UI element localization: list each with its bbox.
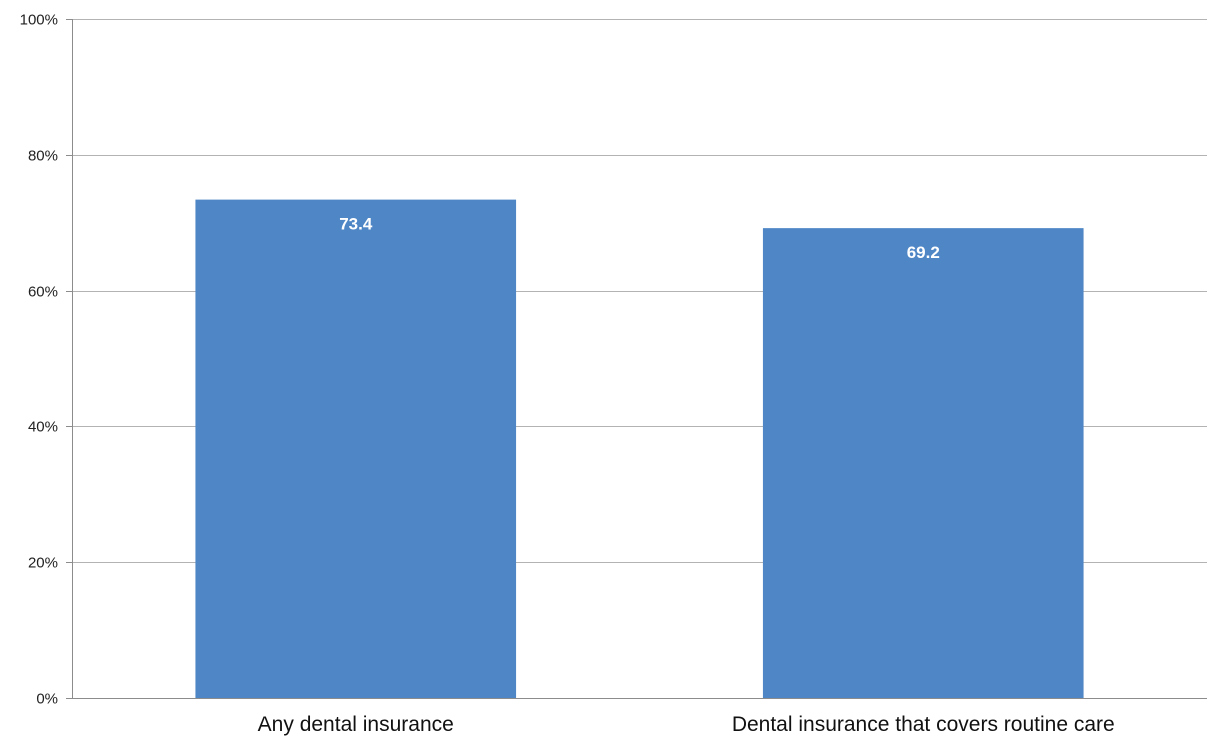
axes [66, 19, 1207, 699]
bars [195, 199, 1084, 698]
y-tick-labels: 0% 20% 40% 60% 80% 100% [20, 12, 58, 708]
x-category-labels: Any dental insurance Dental insurance tha… [258, 713, 1115, 736]
bar [195, 199, 517, 698]
y-tick-label: 0% [36, 691, 58, 708]
y-tick-label: 40% [28, 419, 58, 436]
data-label: 69.2 [907, 243, 940, 262]
data-label: 73.4 [339, 215, 373, 234]
data-labels: 73.4 69.2 [339, 215, 940, 263]
x-category-label: Dental insurance that covers routine car… [732, 713, 1115, 736]
y-tick-label: 60% [28, 284, 58, 301]
y-tick-label: 100% [20, 12, 58, 29]
y-tick-label: 20% [28, 555, 58, 572]
y-tick-label: 80% [28, 148, 58, 165]
bar [762, 228, 1084, 698]
x-category-label: Any dental insurance [258, 713, 454, 736]
